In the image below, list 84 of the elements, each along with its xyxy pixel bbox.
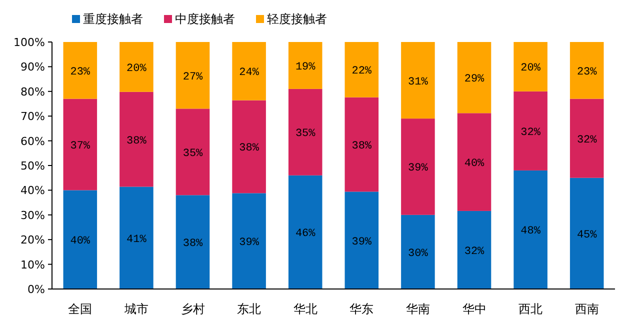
- y-tick-label: 0%: [28, 283, 45, 296]
- bar: [232, 100, 266, 194]
- x-tick-label: 全国: [68, 302, 92, 316]
- bar: [288, 175, 322, 289]
- x-tick-label: 西南: [574, 302, 599, 316]
- data-label: 20%: [126, 62, 147, 75]
- data-label: 20%: [520, 62, 541, 75]
- data-label: 30%: [408, 248, 428, 260]
- data-label: 35%: [182, 148, 204, 160]
- bar: [344, 192, 379, 289]
- bar: [63, 98, 98, 190]
- y-tick-label: 90%: [20, 60, 45, 74]
- data-label: 45%: [576, 229, 598, 242]
- legend-label: 中度接触者: [175, 12, 235, 26]
- y-tick-label: 40%: [20, 184, 45, 198]
- data-label: 31%: [408, 76, 428, 88]
- bar: [176, 108, 210, 196]
- x-tick-label: 华中: [462, 302, 486, 316]
- y-tick-label: 100%: [14, 36, 45, 49]
- data-label: 23%: [70, 66, 90, 78]
- bar: [457, 113, 492, 211]
- bar: [120, 186, 154, 289]
- bar: [570, 98, 604, 178]
- bar: [232, 193, 266, 289]
- data-label: 41%: [126, 234, 147, 246]
- y-tick-label: 50%: [20, 160, 45, 172]
- bar: [514, 170, 548, 289]
- x-tick-label: 乡村: [180, 302, 205, 316]
- data-label: 40%: [464, 158, 485, 170]
- bar: [570, 178, 604, 289]
- bar: [401, 214, 435, 289]
- bar: [514, 91, 548, 170]
- bar: [288, 88, 322, 176]
- data-label: 32%: [464, 246, 485, 258]
- data-label: 29%: [464, 74, 485, 86]
- data-label: 24%: [239, 67, 260, 80]
- x-tick-label: 东北: [237, 302, 262, 316]
- data-label: 32%: [576, 134, 598, 146]
- data-label: 38%: [126, 135, 147, 148]
- data-label: 38%: [239, 142, 260, 155]
- data-label: 37%: [70, 140, 90, 153]
- data-label: 23%: [576, 66, 598, 78]
- data-label: 39%: [352, 236, 372, 248]
- y-tick-label: 60%: [20, 134, 45, 148]
- bar: [401, 42, 435, 119]
- data-label: 35%: [295, 128, 316, 140]
- data-label: 38%: [352, 140, 372, 153]
- legend-label: 轻度接触者: [267, 12, 327, 26]
- data-label: 27%: [182, 71, 204, 84]
- data-label: 22%: [352, 66, 372, 78]
- x-tick-label: 城市: [123, 302, 148, 316]
- bar: [570, 42, 604, 99]
- data-label: 39%: [408, 162, 428, 175]
- x-tick-label: 华东: [350, 302, 374, 316]
- data-label: 46%: [295, 228, 316, 240]
- bar: [120, 42, 154, 92]
- bar: [344, 42, 379, 98]
- bar: [344, 97, 379, 192]
- data-label: 40%: [70, 236, 90, 248]
- data-label: 48%: [520, 226, 541, 238]
- data-label: 39%: [239, 237, 260, 250]
- x-tick-label: 华北: [293, 302, 318, 316]
- bar: [63, 190, 98, 289]
- bar: [288, 42, 322, 89]
- bar: [401, 118, 435, 215]
- bar: [457, 42, 492, 114]
- bar: [120, 92, 154, 187]
- bar: [514, 42, 548, 92]
- legend-label: 重度接触者: [83, 12, 143, 26]
- bar: [176, 195, 210, 289]
- data-label: 38%: [182, 238, 204, 250]
- y-tick-label: 10%: [20, 258, 45, 272]
- bar: [232, 42, 266, 100]
- data-label: 19%: [295, 61, 316, 74]
- y-tick-label: 30%: [20, 208, 45, 222]
- bar: [457, 210, 492, 289]
- x-tick-label: 西北: [518, 302, 543, 316]
- x-tick-label: 华南: [406, 302, 430, 316]
- y-tick-label: 20%: [20, 234, 45, 247]
- y-tick-label: 80%: [20, 85, 45, 98]
- y-tick-label: 70%: [20, 110, 45, 124]
- bar: [63, 42, 98, 99]
- bar: [176, 42, 210, 109]
- data-label: 32%: [520, 126, 541, 139]
